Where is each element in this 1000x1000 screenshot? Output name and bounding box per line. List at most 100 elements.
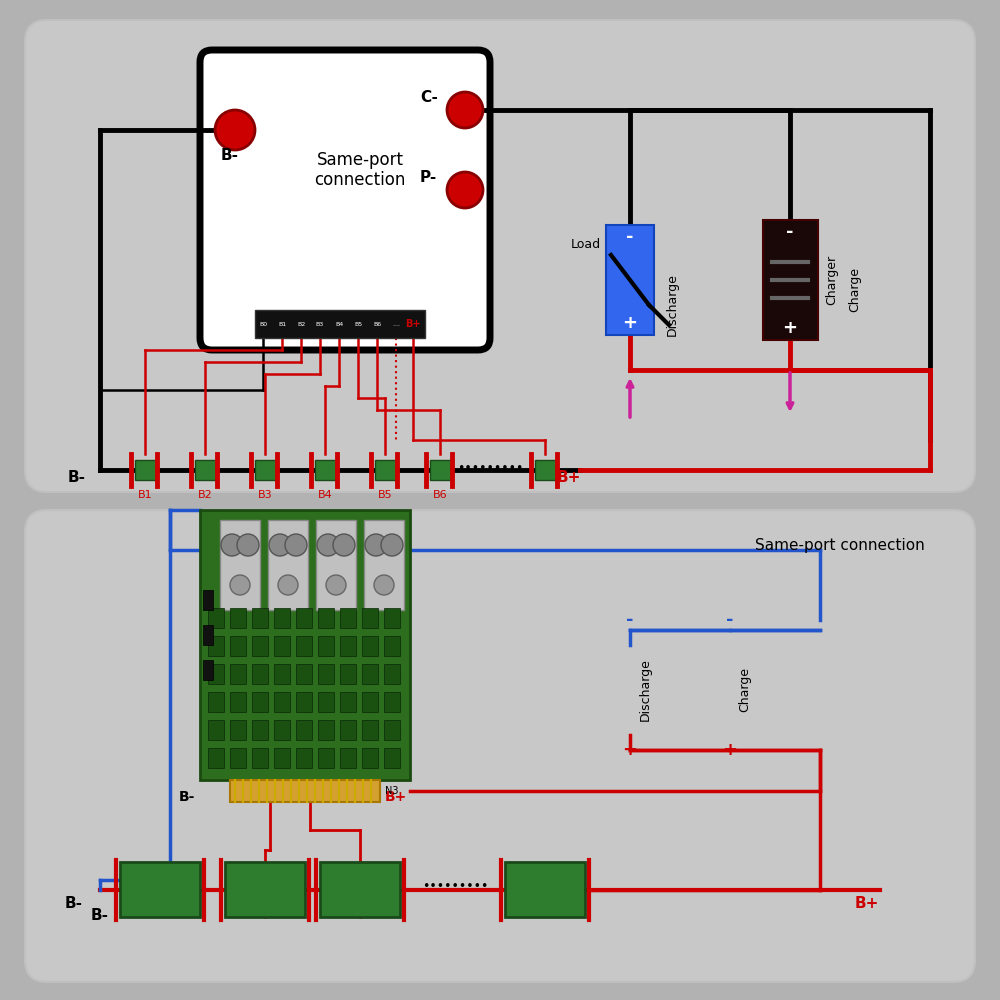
Bar	[274, 608, 290, 628]
Text: B-: B-	[179, 790, 195, 804]
Bar	[252, 748, 268, 768]
Bar	[340, 664, 356, 684]
Text: Same-port
connection: Same-port connection	[314, 151, 406, 189]
Text: B4: B4	[318, 490, 332, 500]
Bar	[208, 608, 224, 628]
Bar	[315, 460, 337, 480]
Circle shape	[381, 534, 403, 556]
Text: B1: B1	[278, 322, 286, 326]
Circle shape	[317, 534, 339, 556]
Bar	[225, 862, 305, 917]
Bar	[340, 692, 356, 712]
Bar	[208, 664, 224, 684]
Circle shape	[374, 575, 394, 595]
Circle shape	[333, 534, 355, 556]
Text: B4: B4	[335, 322, 343, 326]
Text: Charger: Charger	[826, 255, 838, 305]
Bar	[230, 608, 246, 628]
Text: Load: Load	[571, 238, 601, 251]
Bar	[318, 748, 334, 768]
Text: B6: B6	[373, 322, 381, 326]
Circle shape	[278, 575, 298, 595]
Bar	[362, 608, 378, 628]
Bar	[230, 720, 246, 740]
Bar	[252, 720, 268, 740]
Circle shape	[221, 534, 243, 556]
Text: B-: B-	[65, 896, 83, 911]
Text: B+: B+	[557, 470, 581, 485]
Bar	[340, 608, 356, 628]
Bar	[362, 692, 378, 712]
Bar	[252, 664, 268, 684]
Circle shape	[215, 110, 255, 150]
Bar	[208, 636, 224, 656]
Text: Charge: Charge	[848, 267, 862, 312]
Bar	[384, 636, 400, 656]
Circle shape	[447, 92, 483, 128]
Bar	[296, 748, 312, 768]
Text: ....: ....	[392, 322, 400, 326]
Bar	[274, 720, 290, 740]
Bar	[340, 636, 356, 656]
Text: C-: C-	[420, 90, 438, 105]
Bar	[203, 660, 213, 680]
Bar	[362, 748, 378, 768]
Bar	[208, 720, 224, 740]
Text: B2: B2	[198, 490, 212, 500]
Text: •••••••••: •••••••••	[457, 462, 523, 475]
Bar	[255, 310, 425, 338]
Bar	[430, 460, 452, 480]
Text: -: -	[626, 228, 634, 246]
Bar	[384, 720, 400, 740]
Text: +: +	[722, 741, 738, 759]
Bar	[296, 692, 312, 712]
Text: +: +	[622, 741, 638, 759]
Bar	[320, 862, 400, 917]
Text: -: -	[726, 611, 734, 629]
Bar	[318, 636, 334, 656]
FancyBboxPatch shape	[25, 20, 975, 492]
Bar	[200, 510, 410, 780]
Text: Discharge: Discharge	[639, 659, 652, 721]
Text: Discharge: Discharge	[666, 274, 678, 336]
Bar	[606, 225, 654, 335]
Bar	[318, 664, 334, 684]
Bar	[230, 636, 246, 656]
Bar	[316, 520, 356, 610]
Bar	[274, 664, 290, 684]
Bar	[274, 748, 290, 768]
Bar	[230, 664, 246, 684]
Bar	[296, 636, 312, 656]
Bar	[203, 625, 213, 645]
FancyBboxPatch shape	[25, 510, 975, 982]
Bar	[340, 720, 356, 740]
Bar	[230, 748, 246, 768]
Bar	[340, 748, 356, 768]
Text: B2: B2	[297, 322, 305, 326]
Circle shape	[269, 534, 291, 556]
Text: Same-port connection: Same-port connection	[755, 538, 925, 553]
Bar	[362, 664, 378, 684]
Bar	[505, 862, 585, 917]
Bar	[375, 460, 397, 480]
FancyBboxPatch shape	[200, 50, 490, 350]
Bar	[296, 720, 312, 740]
Text: B3: B3	[316, 322, 324, 326]
Bar	[296, 664, 312, 684]
Text: B+: B+	[855, 896, 879, 911]
Bar	[318, 692, 334, 712]
Bar	[230, 780, 380, 802]
Circle shape	[326, 575, 346, 595]
Text: -: -	[626, 611, 634, 629]
Bar	[318, 720, 334, 740]
Bar	[384, 692, 400, 712]
Text: P-: P-	[420, 170, 437, 185]
Bar	[362, 720, 378, 740]
Text: N3: N3	[385, 786, 398, 796]
Circle shape	[365, 534, 387, 556]
Text: +: +	[622, 314, 638, 332]
Text: B1: B1	[138, 490, 152, 500]
Bar	[252, 692, 268, 712]
Bar	[208, 692, 224, 712]
Circle shape	[285, 534, 307, 556]
